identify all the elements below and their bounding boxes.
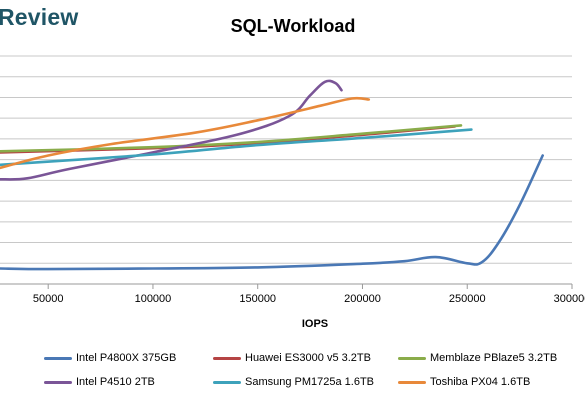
x-tick-label: 50000 (33, 293, 64, 305)
x-tick-label: 150000 (239, 293, 276, 305)
series-line (0, 79, 343, 181)
legend: Intel P4800X 375GB Huawei ES3000 v5 3.2T… (0, 340, 585, 401)
series-line (0, 96, 371, 170)
legend-item: Huawei ES3000 v5 3.2TB (213, 352, 371, 364)
x-tick-label: 300000 (554, 293, 585, 305)
legend-label: Huawei ES3000 v5 3.2TB (245, 352, 371, 364)
x-axis-title: IOPS (301, 318, 329, 330)
legend-swatch (398, 356, 426, 360)
brand-logo-text: Review (0, 4, 79, 30)
x-tick-label: 250000 (449, 293, 486, 305)
legend-swatch (44, 356, 72, 360)
legend-item: Intel P4510 2TB (44, 376, 155, 388)
legend-label: Toshiba PX04 1.6TB (430, 376, 531, 388)
legend-swatch (213, 356, 241, 360)
legend-label: Intel P4800X 375GB (76, 352, 177, 364)
legend-item: Memblaze PBlaze5 3.2TB (398, 352, 557, 364)
legend-item: Toshiba PX04 1.6TB (398, 376, 530, 388)
chart-title: SQL-Workload (230, 16, 356, 36)
legend-item: Samsung PM1725a 1.6TB (213, 376, 374, 388)
series-line (0, 154, 544, 271)
x-tick-label: 100000 (135, 293, 172, 305)
legend-swatch (213, 380, 241, 384)
series-line (0, 128, 473, 167)
legend-item: Intel P4800X 375GB (44, 352, 176, 364)
legend-swatch (398, 380, 426, 384)
legend-label: Intel P4510 2TB (76, 376, 155, 388)
x-tick-label: 200000 (344, 293, 381, 305)
legend-label: Samsung PM1725a 1.6TB (245, 376, 375, 388)
legend-swatch (44, 380, 72, 384)
legend-label: Memblaze PBlaze5 3.2TB (430, 352, 558, 364)
